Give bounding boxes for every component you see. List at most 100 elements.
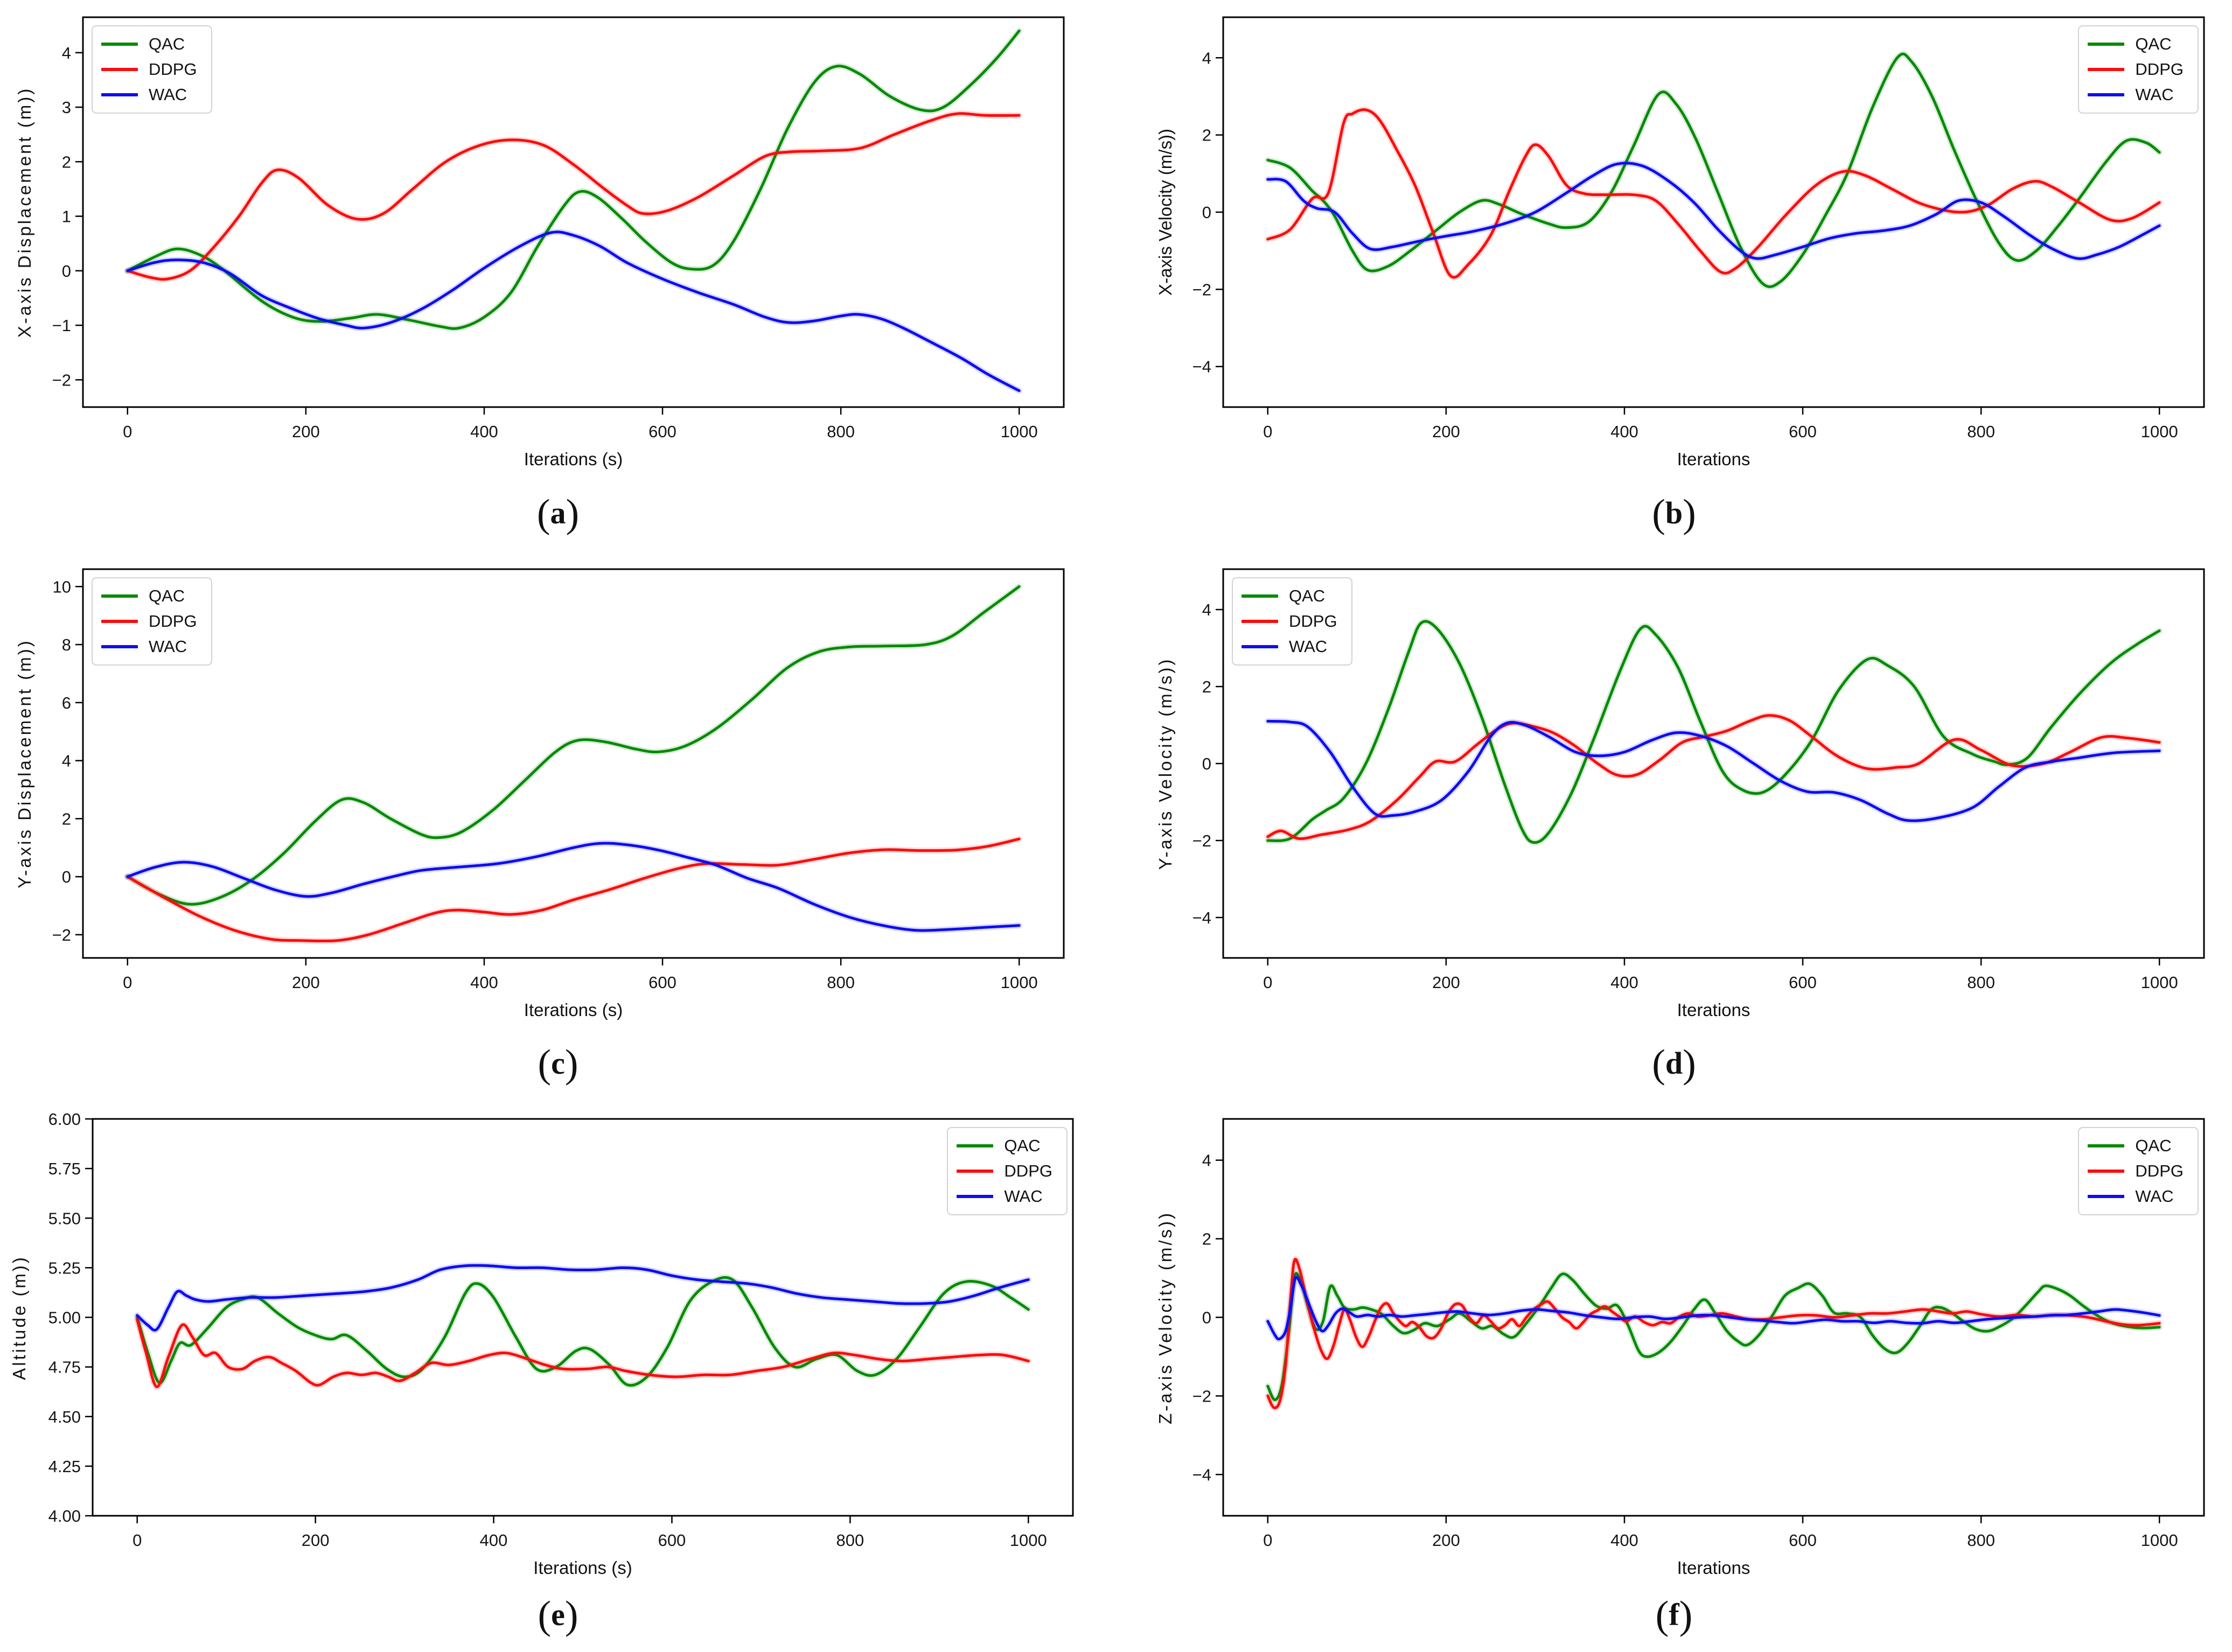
y-axis-tick-label: 4.00 bbox=[48, 1507, 81, 1525]
x-axis-tick-label: 1000 bbox=[1001, 422, 1038, 441]
legend: QAC DDPG WAC bbox=[2078, 25, 2199, 114]
legend-line-swatch bbox=[2088, 1170, 2125, 1173]
legend-label: DDPG bbox=[149, 612, 197, 631]
y-axis-label: X-axis Velocity (m/s)) bbox=[1155, 129, 1175, 296]
panel-f: 0 200 400 600 800 1000 −4 −2 0 2 4 Z-axis Velocity… bbox=[1116, 1102, 2232, 1652]
legend-label: WAC bbox=[149, 85, 187, 104]
legend-item: QAC bbox=[957, 1136, 1052, 1156]
x-axis-label: Iterations bbox=[1677, 1000, 1750, 1020]
legend-item: QAC bbox=[2088, 1136, 2184, 1156]
y-axis-tick-label: 4.50 bbox=[48, 1408, 81, 1426]
y-axis-tick-label: −4 bbox=[1192, 358, 1211, 376]
x-axis-tick-label: 400 bbox=[470, 422, 498, 441]
chart-canvas-d: 0 200 400 600 800 1000 −4 −2 0 2 4 bbox=[1192, 568, 2205, 992]
series-halo-WAC bbox=[124, 840, 1022, 934]
plot-frame bbox=[1222, 16, 2205, 408]
legend-label: WAC bbox=[149, 637, 187, 656]
x-axis-tick-label: 400 bbox=[1610, 973, 1638, 992]
series-halo-WAC bbox=[124, 229, 1022, 394]
legend-item: DDPG bbox=[1241, 611, 1337, 632]
chart-canvas-a: 0 200 400 600 800 1000 −2 −1 0 1 2 3 4 bbox=[52, 16, 1065, 441]
x-axis-tick-label: 0 bbox=[123, 973, 132, 992]
caption-letter: c bbox=[551, 1046, 565, 1081]
legend-line-swatch bbox=[1241, 594, 1278, 598]
x-axis-label: Iterations bbox=[1677, 1558, 1750, 1578]
legend-item: QAC bbox=[1241, 586, 1337, 606]
series-halo-DDPG bbox=[1265, 107, 2163, 281]
caption-paren: ( bbox=[1655, 1593, 1669, 1637]
x-axis-tick-label: 200 bbox=[302, 1531, 330, 1550]
y-axis-tick-label: 4 bbox=[62, 44, 71, 62]
series-halo-DDPG bbox=[134, 1316, 1031, 1390]
x-axis-tick-label: 400 bbox=[1610, 422, 1638, 441]
legend-label: DDPG bbox=[2135, 60, 2184, 79]
x-axis-label: Iterations bbox=[1677, 449, 1750, 469]
x-axis-tick-label: 800 bbox=[1967, 1531, 1995, 1550]
plot-frame bbox=[82, 568, 1065, 959]
y-axis-tick-label: 0 bbox=[1202, 1308, 1211, 1327]
x-axis-label: Iterations (s) bbox=[533, 1558, 632, 1578]
y-axis-label: Z-axis Velocity (m/s)) bbox=[1155, 1210, 1175, 1424]
series-line-WAC bbox=[136, 1264, 1030, 1332]
caption-paren: ( bbox=[538, 1593, 552, 1637]
legend-line-swatch bbox=[2088, 68, 2125, 71]
y-axis-tick-label: 4 bbox=[1202, 600, 1211, 619]
x-axis-label: Iterations (s) bbox=[524, 1000, 623, 1020]
legend-item: QAC bbox=[101, 586, 197, 606]
y-axis-tick-label: 5.75 bbox=[48, 1159, 81, 1178]
y-axis-tick-label: −2 bbox=[1192, 1387, 1211, 1405]
y-axis-tick-label: 0 bbox=[1202, 754, 1211, 773]
caption-paren: ( bbox=[536, 492, 550, 536]
x-axis-tick-label: 600 bbox=[1789, 422, 1817, 441]
caption-letter: a bbox=[550, 495, 566, 530]
x-axis-tick-label: 0 bbox=[1263, 1531, 1272, 1550]
legend-label: WAC bbox=[2135, 1187, 2174, 1206]
caption-letter: f bbox=[1669, 1597, 1679, 1632]
panel-a: 0 200 400 600 800 1000 −2 −1 0 1 2 3 4 X-axis Displa… bbox=[0, 0, 1116, 550]
y-axis-tick-label: 3 bbox=[62, 98, 71, 117]
series-line-QAC bbox=[1266, 620, 2161, 844]
legend-line-swatch bbox=[101, 594, 138, 598]
y-axis-tick-label: 2 bbox=[1202, 1230, 1211, 1249]
y-axis-tick-label: 8 bbox=[62, 635, 71, 654]
y-axis-tick-label: −2 bbox=[1192, 831, 1211, 850]
y-axis-tick-label: 5.00 bbox=[48, 1308, 81, 1327]
legend-item: WAC bbox=[101, 636, 197, 657]
chart-canvas-c: 0 200 400 600 800 1000 −2 0 2 4 6 8 10 bbox=[52, 568, 1065, 992]
panel-c: 0 200 400 600 800 1000 −2 0 2 4 6 8 10 Y-axis Displa… bbox=[0, 550, 1116, 1102]
panel-caption: (c) bbox=[0, 1041, 1116, 1087]
caption-paren: ( bbox=[538, 1042, 552, 1086]
y-axis-tick-label: 5.50 bbox=[48, 1209, 81, 1228]
y-axis-tick-label: 4 bbox=[1202, 1151, 1211, 1170]
chart-canvas-e: 0 200 400 600 800 1000 4.00 4.25 4.50 4.75 5.00 5.2… bbox=[48, 1110, 1074, 1550]
y-axis-tick-label: 4 bbox=[1202, 48, 1211, 67]
legend-label: QAC bbox=[149, 586, 185, 605]
legend: QAC DDPG WAC bbox=[2078, 1127, 2199, 1215]
legend-item: WAC bbox=[2088, 1186, 2184, 1207]
y-axis-label: Y-axis Velocity (m/s)) bbox=[1155, 657, 1175, 870]
series-line-WAC bbox=[126, 230, 1021, 393]
series-line-DDPG bbox=[1266, 714, 2161, 841]
y-axis-tick-label: 2 bbox=[62, 152, 71, 171]
y-axis-tick-label: 0 bbox=[62, 867, 71, 886]
y-axis-tick-label: 2 bbox=[62, 809, 71, 828]
caption-paren: ) bbox=[1683, 492, 1696, 536]
legend-item: WAC bbox=[2088, 85, 2184, 105]
y-axis-tick-label: 1 bbox=[62, 207, 71, 226]
y-axis-tick-label: 6.00 bbox=[48, 1110, 81, 1129]
x-axis-tick-label: 400 bbox=[480, 1531, 508, 1550]
x-axis-tick-label: 1000 bbox=[2141, 422, 2178, 441]
panel-caption: (a) bbox=[0, 491, 1116, 537]
y-axis-tick-label: 2 bbox=[1202, 126, 1211, 145]
y-axis-label: Y-axis Displacement (m)) bbox=[15, 639, 34, 888]
legend-label: DDPG bbox=[2135, 1161, 2184, 1180]
caption-paren: ) bbox=[1683, 1042, 1696, 1086]
y-axis-label: Altitude (m)) bbox=[9, 1255, 29, 1380]
series-line-DDPG bbox=[136, 1318, 1030, 1388]
y-axis-tick-label: −2 bbox=[1192, 280, 1211, 299]
y-axis-tick-label: −1 bbox=[52, 316, 71, 335]
series-halo-QAC bbox=[1265, 1270, 2163, 1403]
legend-line-swatch bbox=[101, 68, 138, 71]
x-axis-tick-label: 400 bbox=[1610, 1531, 1638, 1550]
